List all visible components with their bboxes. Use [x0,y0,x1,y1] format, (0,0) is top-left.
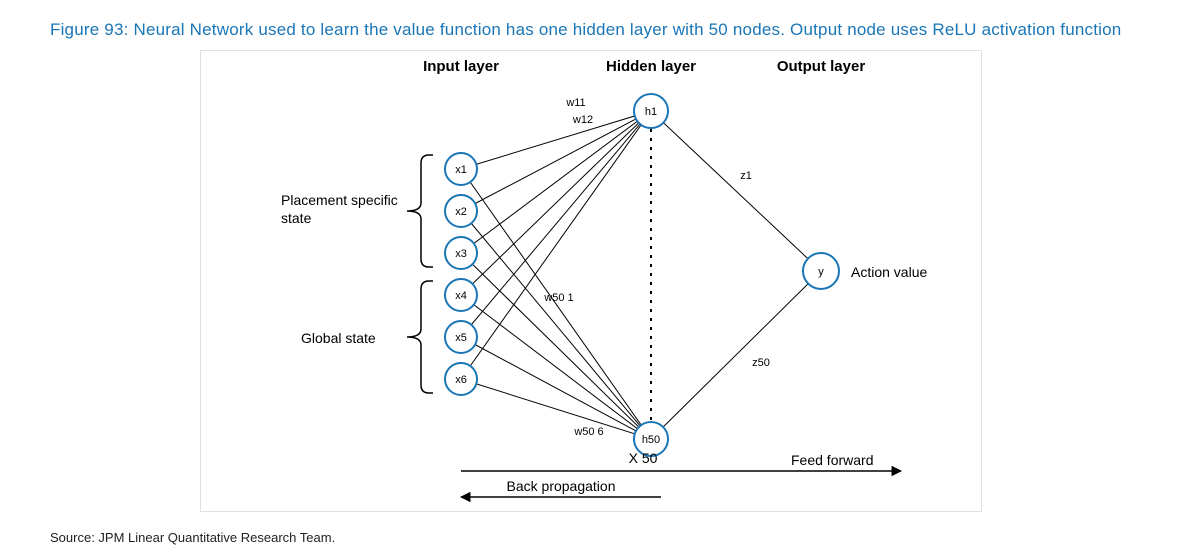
weight-label: z50 [752,357,770,369]
nn-diagram: Input layer Hidden layer Output layer x1… [200,50,982,512]
node-label-x3: x3 [455,248,467,260]
weight-label: w50 1 [543,292,573,304]
node-label-x4: x4 [455,290,467,302]
hidden-count-label: X 50 [629,450,658,466]
figure-title: Figure 93: Neural Network used to learn … [50,20,1170,40]
action-value-label: Action value [851,264,927,280]
back-prop-label: Back propagation [507,478,616,494]
placement-label-line2: state [281,210,312,226]
output-layer-label: Output layer [777,58,866,75]
weight-labels-group: w11 w12 w50 1 w50 6 z1 z50 [543,97,770,438]
node-label-h50: h50 [642,434,660,446]
node-label-y: y [818,266,824,278]
node-label-x6: x6 [455,374,467,386]
weight-label: z1 [740,170,752,182]
feed-forward-label: Feed forward [791,452,873,468]
weight-label: w12 [572,114,593,126]
node-label-x1: x1 [455,164,467,176]
placement-label-line1: Placement specific [281,192,398,208]
node-label-x5: x5 [455,332,467,344]
global-label: Global state [301,330,376,346]
brackets-group [407,155,433,393]
node-label-h1: h1 [645,106,657,118]
edges-group [461,111,821,439]
hidden-layer-label: Hidden layer [606,58,696,75]
weight-label: w50 6 [573,426,603,438]
input-layer-label: Input layer [423,58,499,75]
source-text: Source: JPM Linear Quantitative Research… [50,530,335,545]
nodes-group: x1 x2 x3 x4 x5 x6 h1 h50 y [445,94,839,456]
weight-label: w11 [565,97,585,109]
node-label-x2: x2 [455,206,467,218]
